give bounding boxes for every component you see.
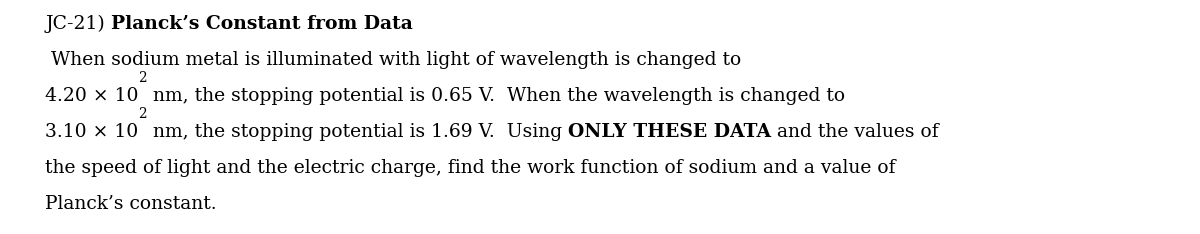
Text: JC-21): JC-21) bbox=[46, 15, 110, 33]
Text: nm, the stopping potential is 0.65 V.  When the wavelength is changed to: nm, the stopping potential is 0.65 V. Wh… bbox=[148, 87, 845, 105]
Text: ONLY THESE DATA: ONLY THESE DATA bbox=[568, 123, 772, 141]
Text: 4.20 × 10: 4.20 × 10 bbox=[46, 87, 138, 105]
Text: 3.10 × 10: 3.10 × 10 bbox=[46, 123, 138, 141]
Text: Planck’s Constant from Data: Planck’s Constant from Data bbox=[110, 15, 413, 33]
Text: Planck’s constant.: Planck’s constant. bbox=[46, 195, 217, 213]
Text: and the values of: and the values of bbox=[772, 123, 938, 141]
Text: the speed of light and the electric charge, find the work function of sodium and: the speed of light and the electric char… bbox=[46, 159, 895, 177]
Text: 2: 2 bbox=[138, 71, 148, 85]
Text: 2: 2 bbox=[138, 107, 146, 121]
Text: nm, the stopping potential is 1.69 V.  Using: nm, the stopping potential is 1.69 V. Us… bbox=[146, 123, 568, 141]
Text: When sodium metal is illuminated with light of wavelength is changed to: When sodium metal is illuminated with li… bbox=[46, 51, 742, 69]
